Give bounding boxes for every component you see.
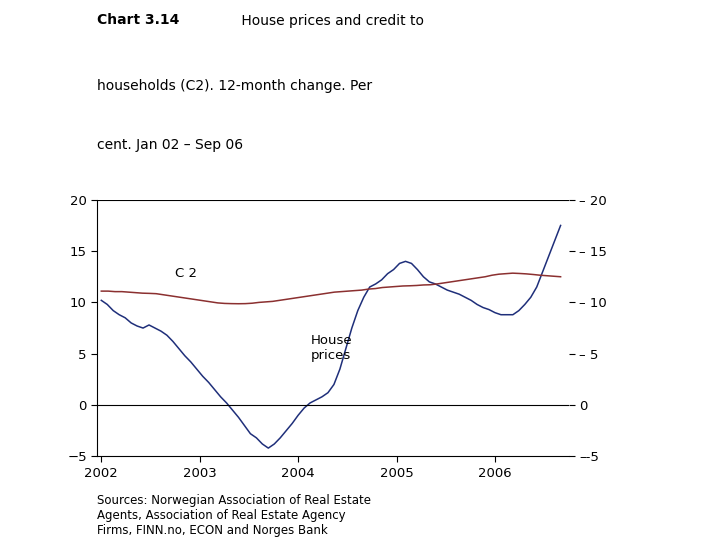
Text: households (C2). 12-month change. Per: households (C2). 12-month change. Per	[97, 79, 372, 93]
Text: Sources: Norwegian Association of Real Estate
Agents, Association of Real Estate: Sources: Norwegian Association of Real E…	[97, 494, 372, 537]
Text: Chart 3.14: Chart 3.14	[97, 14, 179, 28]
Text: C 2: C 2	[175, 267, 197, 280]
Text: House
prices: House prices	[310, 334, 352, 362]
Text: House prices and credit to: House prices and credit to	[237, 14, 423, 28]
Text: cent. Jan 02 – Sep 06: cent. Jan 02 – Sep 06	[97, 138, 243, 152]
